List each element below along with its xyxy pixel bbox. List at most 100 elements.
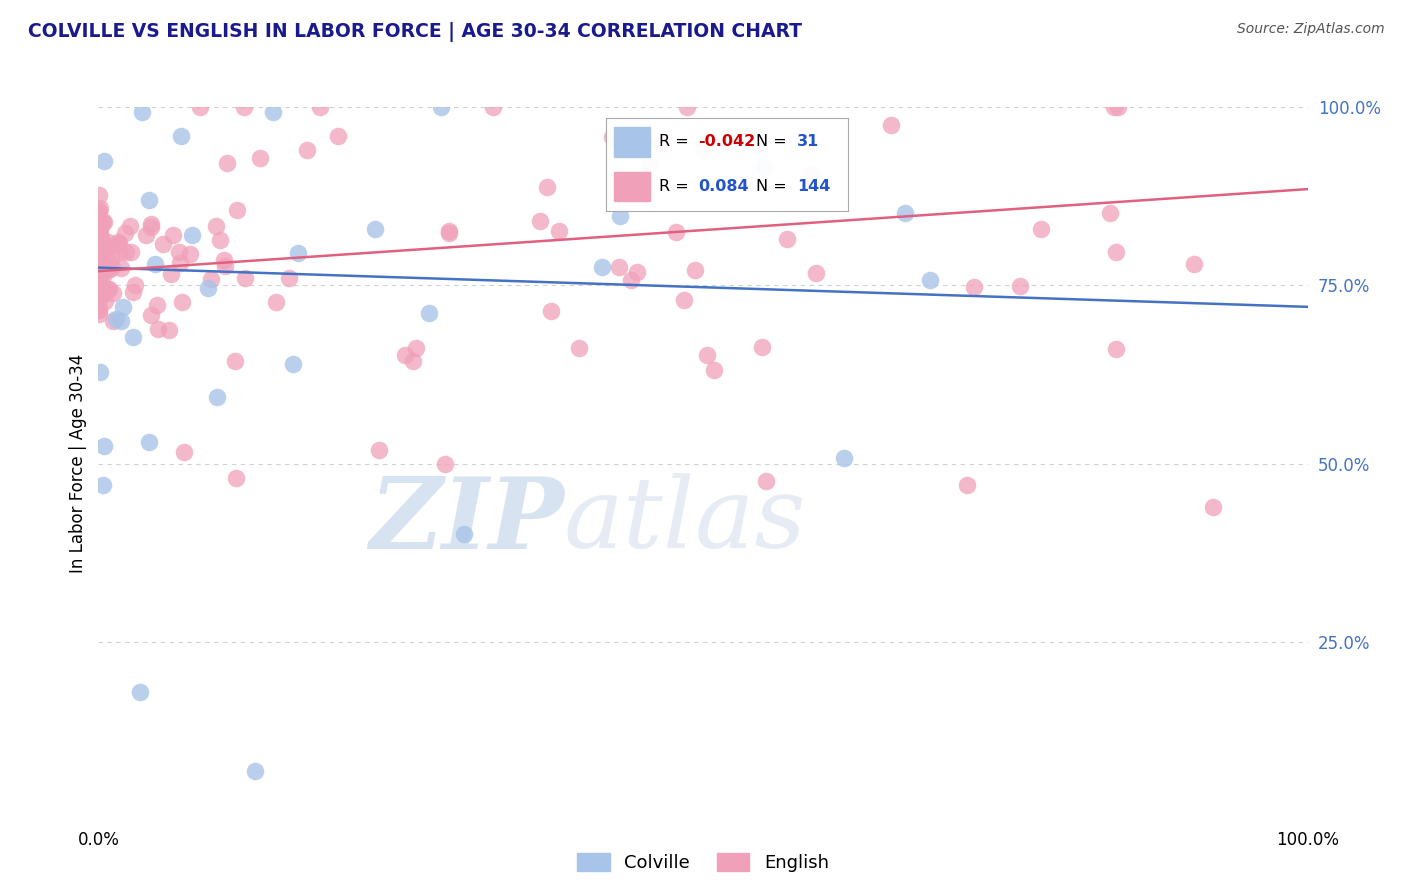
English <box>89 291 111 305</box>
English <box>1099 206 1122 220</box>
Text: N =: N = <box>756 135 792 149</box>
English <box>90 219 112 233</box>
English <box>141 219 163 234</box>
English <box>751 340 773 354</box>
Text: 144: 144 <box>797 179 831 194</box>
English <box>955 478 977 492</box>
English <box>89 306 111 320</box>
English <box>135 228 157 243</box>
English <box>214 259 236 273</box>
English <box>607 260 630 275</box>
English <box>179 247 201 261</box>
English <box>703 363 725 377</box>
English <box>212 253 235 268</box>
English <box>87 203 110 218</box>
English <box>87 261 110 276</box>
English <box>87 302 110 317</box>
English <box>437 223 460 237</box>
English <box>91 215 114 229</box>
English <box>87 268 110 282</box>
Colville <box>609 209 631 223</box>
English <box>141 309 163 323</box>
English <box>87 279 110 293</box>
English <box>278 271 301 285</box>
English <box>433 457 456 471</box>
English <box>394 348 416 362</box>
English <box>87 231 110 245</box>
English <box>1029 222 1052 236</box>
English <box>87 262 110 277</box>
Colville <box>93 478 115 492</box>
Colville <box>104 311 127 326</box>
Colville <box>243 764 266 778</box>
English <box>160 267 183 281</box>
Colville <box>180 228 202 243</box>
English <box>87 229 110 244</box>
English <box>89 259 111 273</box>
English <box>89 244 111 258</box>
English <box>97 238 120 252</box>
English <box>100 250 122 264</box>
Colville <box>418 306 440 320</box>
Colville <box>138 193 160 207</box>
Colville <box>364 222 387 236</box>
English <box>173 445 195 459</box>
English <box>209 233 232 247</box>
English <box>87 214 110 228</box>
English <box>1105 245 1128 260</box>
English <box>103 286 125 301</box>
Colville <box>453 526 475 541</box>
English <box>800 167 823 181</box>
English <box>87 285 110 300</box>
Colville <box>89 365 111 379</box>
Text: N =: N = <box>756 179 792 194</box>
Text: ZIP: ZIP <box>368 473 564 569</box>
Colville <box>143 257 166 271</box>
Colville <box>110 314 132 328</box>
English <box>368 442 391 457</box>
English <box>146 322 169 336</box>
Colville <box>287 245 309 260</box>
English <box>225 471 247 485</box>
English <box>224 354 246 368</box>
English <box>89 221 111 235</box>
English <box>1202 500 1225 514</box>
English <box>600 130 623 145</box>
English <box>91 266 114 280</box>
English <box>481 100 503 114</box>
English <box>121 285 143 299</box>
Text: -0.042: -0.042 <box>699 135 755 149</box>
English <box>120 245 142 260</box>
Colville <box>918 273 941 287</box>
English <box>405 341 427 355</box>
English <box>98 261 121 276</box>
English <box>87 292 110 306</box>
English <box>108 244 131 259</box>
English <box>115 244 138 259</box>
Colville <box>894 206 917 220</box>
English <box>105 237 128 252</box>
English <box>295 143 318 157</box>
English <box>1105 342 1128 356</box>
English <box>536 179 558 194</box>
English <box>685 262 707 277</box>
English <box>620 273 643 287</box>
English <box>87 239 110 253</box>
English <box>97 235 120 250</box>
English <box>169 255 191 269</box>
English <box>152 237 174 252</box>
Colville <box>93 153 115 168</box>
English <box>672 293 695 307</box>
English <box>249 151 271 165</box>
English <box>626 265 648 279</box>
English <box>172 294 194 309</box>
English <box>87 270 110 285</box>
English <box>118 219 141 234</box>
English <box>101 314 124 328</box>
English <box>1010 279 1032 293</box>
English <box>108 235 131 250</box>
Bar <box>613 127 650 157</box>
English <box>91 281 114 295</box>
English <box>87 246 110 260</box>
English <box>90 264 112 278</box>
